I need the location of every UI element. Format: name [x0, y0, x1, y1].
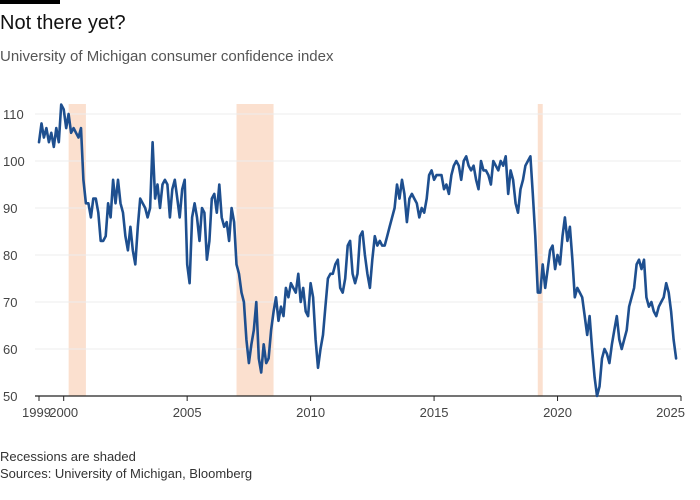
- y-tick-label: 50: [3, 389, 17, 404]
- chart-title: Not there yet?: [0, 12, 126, 34]
- x-tick-label: 2025: [656, 405, 685, 420]
- y-tick-label: 90: [3, 201, 17, 216]
- x-tick-label: 2020: [543, 405, 572, 420]
- series-line: [37, 103, 678, 398]
- source-note: Sources: University of Michigan, Bloombe…: [0, 466, 253, 481]
- x-tick-label: 1999: [22, 405, 51, 420]
- y-tick-label: 110: [3, 107, 24, 122]
- recession-band: [68, 104, 86, 396]
- recession-band: [537, 104, 543, 396]
- x-tick-label: 2015: [420, 405, 449, 420]
- y-tick-label: 80: [3, 248, 17, 263]
- header-accent-bar: [0, 0, 60, 4]
- y-tick-label: 60: [3, 342, 17, 357]
- recession-note: Recessions are shaded: [0, 449, 136, 464]
- y-tick-label: 70: [3, 295, 17, 310]
- chart-subtitle: University of Michigan consumer confiden…: [0, 48, 334, 65]
- x-tick-label: 2000: [49, 405, 78, 420]
- recession-band: [236, 104, 274, 396]
- y-tick-label: 100: [3, 154, 25, 169]
- x-tick-label: 2005: [173, 405, 202, 420]
- x-tick-label: 2010: [296, 405, 325, 420]
